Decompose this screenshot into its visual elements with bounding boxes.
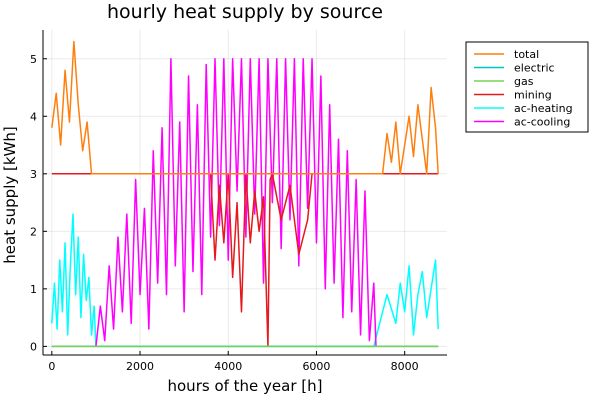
series-line-ac-cooling [95, 58, 377, 347]
series-line-mining [51, 173, 439, 348]
x-tick-label: 4000 [214, 360, 242, 373]
legend: totalelectricgasminingac-heatingac-cooli… [465, 41, 589, 133]
x-tick-label: 6000 [302, 360, 330, 373]
legend-label-electric: electric [514, 62, 555, 75]
y-tick-label: 4 [30, 110, 37, 123]
y-tick-label: 5 [30, 53, 37, 66]
y-ticks: 0 1 2 3 4 5 [30, 53, 47, 353]
series-line-total [51, 40, 439, 175]
y-axis-label: heat supply [kWh] [1, 126, 19, 263]
x-tick-label: 0 [48, 360, 55, 373]
x-ticks: 0 2000 4000 6000 8000 [48, 351, 419, 373]
legend-label-total: total [514, 48, 539, 61]
chart-title: hourly heat supply by source [107, 1, 383, 23]
series-line-ac-heating [51, 213, 439, 348]
y-tick-label: 0 [30, 340, 37, 353]
legend-box [465, 41, 589, 133]
legend-label-gas: gas [514, 75, 534, 88]
x-tick-label: 2000 [126, 360, 154, 373]
y-tick-label: 1 [30, 283, 37, 296]
legend-label-ac-cooling: ac-cooling [514, 116, 570, 129]
y-tick-label: 3 [30, 168, 37, 181]
legend-label-mining: mining [514, 89, 552, 102]
y-tick-label: 2 [30, 225, 37, 238]
x-axis-label: hours of the year [h] [168, 377, 323, 395]
x-tick-label: 8000 [391, 360, 419, 373]
plot-area [51, 40, 439, 348]
axes [42, 30, 447, 356]
legend-label-ac-heating: ac-heating [514, 102, 573, 115]
